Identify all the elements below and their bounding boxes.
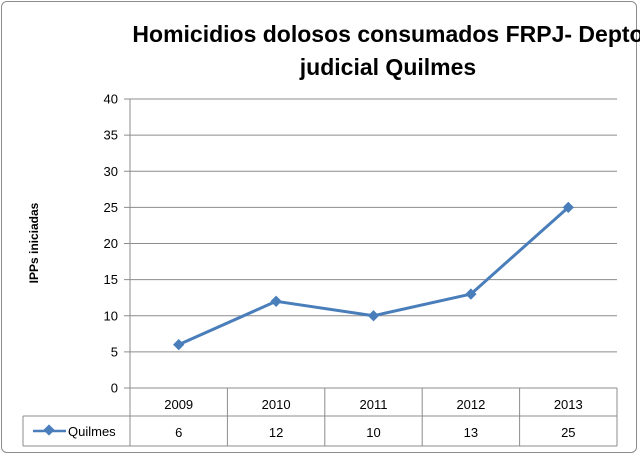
- y-tick-label: 35: [104, 128, 118, 143]
- series-quilmes: [173, 201, 574, 351]
- y-tick-label: 15: [104, 272, 118, 287]
- data-point: [465, 288, 477, 300]
- chart-title-line-1: Homicidios dolosos consumados FRPJ- Dept…: [132, 21, 640, 47]
- y-tick-label: 5: [111, 344, 118, 359]
- y-tick-labels: 0 5 10 15 20 25 30 35 40: [104, 92, 118, 396]
- y-axis-label: IPPs iniciadas: [27, 202, 41, 283]
- y-tick-label: 10: [104, 308, 118, 323]
- x-tick-label: 2013: [554, 397, 583, 412]
- data-table-value: 10: [366, 425, 380, 440]
- data-table-value: 25: [561, 425, 575, 440]
- data-point: [562, 201, 574, 214]
- axes: [124, 98, 131, 389]
- y-tick-label: 30: [104, 164, 118, 179]
- y-tick-label: 0: [111, 381, 118, 396]
- x-tick-label: 2009: [164, 397, 193, 412]
- x-tick-label: 2011: [360, 397, 388, 412]
- data-table: 2009 2010 2011 2012 2013 Quilmes 6 12 10 13 25: [22, 387, 618, 447]
- chart-title-line-2: judicial Quilmes: [299, 54, 476, 80]
- y-tick-label: 25: [104, 200, 118, 215]
- data-point: [270, 295, 282, 307]
- y-tick-label: 20: [104, 236, 118, 251]
- series-line-quilmes: [178, 206, 570, 347]
- gridlines: [130, 98, 617, 353]
- data-table-value: 13: [464, 425, 478, 440]
- legend-label: Quilmes: [68, 424, 116, 439]
- data-table-value: 12: [269, 425, 283, 440]
- y-tick-label: 40: [104, 92, 118, 107]
- data-point: [173, 338, 185, 351]
- x-tick-label: 2010: [262, 397, 291, 412]
- legend-marker: [43, 424, 55, 436]
- x-tick-label: 2012: [456, 397, 485, 412]
- data-table-value: 6: [175, 425, 182, 440]
- data-point: [367, 310, 380, 322]
